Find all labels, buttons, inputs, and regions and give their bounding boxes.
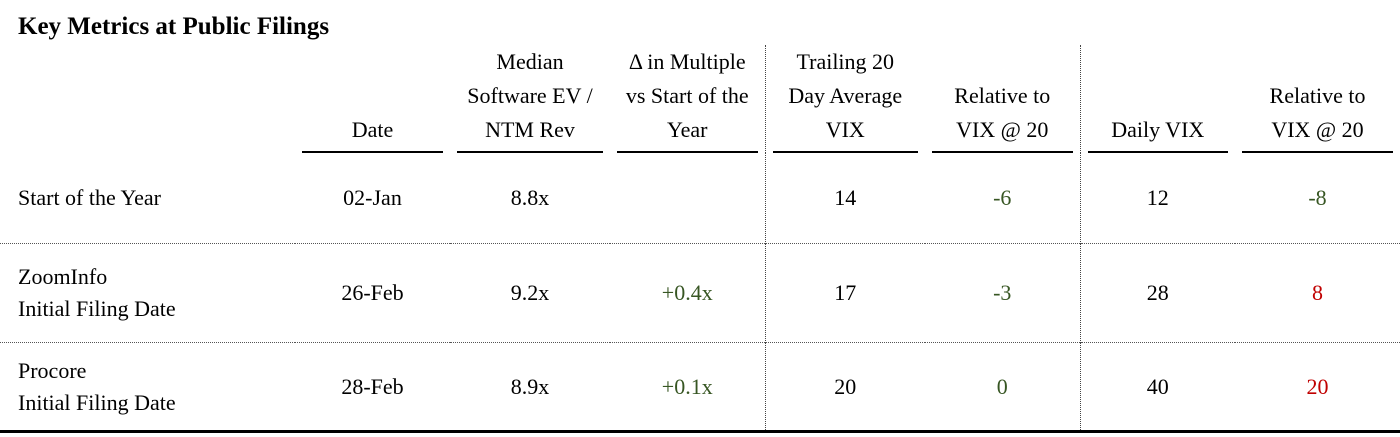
table-row-start-of-year: Start of the Year 02-Jan 8.8x 14 -6 12 -…	[0, 153, 1400, 244]
cell-daily-vix: 28	[1079, 243, 1235, 343]
col-header-blank	[0, 45, 295, 153]
cell-ev-ntm: 9.2x	[510, 280, 550, 305]
row-label: Procore Initial Filing Date	[18, 357, 176, 415]
row-label: Start of the Year	[18, 185, 161, 210]
cell-daily-vix: 12	[1079, 153, 1235, 244]
row-label: ZoomInfo Initial Filing Date	[18, 264, 176, 321]
table-row-procore: Procore Initial Filing Date 28-Feb 8.9x …	[0, 342, 1400, 432]
cell-ev-ntm: 8.8x	[510, 185, 550, 210]
cell-relative-daily: 20	[1306, 373, 1329, 399]
cell-date: 26-Feb	[341, 280, 404, 305]
cell-trailing-vix: 20	[764, 342, 925, 432]
col-header-delta-multiple: Δ in Multiple vs Start of the Year	[610, 45, 765, 153]
table-row-zoominfo: ZoomInfo Initial Filing Date 26-Feb 9.2x…	[0, 243, 1400, 343]
cell-trailing-vix: 17	[764, 243, 925, 343]
col-header-daily-vix: Daily VIX	[1079, 45, 1235, 153]
cell-ev-ntm: 8.9x	[510, 373, 550, 399]
key-metrics-table: Date Median Software EV / NTM Rev Δ in M…	[0, 45, 1400, 433]
cell-relative-daily: -8	[1308, 185, 1327, 210]
cell-daily-vix: 40	[1079, 342, 1235, 432]
cell-date: 02-Jan	[343, 185, 402, 210]
cell-trailing-vix: 14	[764, 153, 925, 244]
cell-relative-trailing: 0	[996, 373, 1008, 399]
col-header-date: Date	[295, 45, 450, 153]
header-row: Date Median Software EV / NTM Rev Δ in M…	[0, 45, 1400, 153]
cell-relative-trailing: -3	[993, 280, 1012, 305]
col-header-relative-daily: Relative to VIX @ 20	[1235, 45, 1400, 153]
cell-relative-trailing: -6	[993, 185, 1012, 210]
cell-relative-daily: 8	[1312, 280, 1323, 305]
cell-date: 28-Feb	[341, 373, 404, 399]
cell-delta-multiple	[610, 153, 765, 244]
cell-delta-multiple: +0.1x	[661, 373, 713, 399]
col-header-ev-ntm: Median Software EV / NTM Rev	[450, 45, 610, 153]
page-title: Key Metrics at Public Filings	[18, 13, 330, 40]
col-header-trailing-vix: Trailing 20 Day Average VIX	[764, 45, 925, 153]
col-header-relative-trailing: Relative to VIX @ 20	[925, 45, 1080, 153]
cell-delta-multiple: +0.4x	[661, 280, 713, 305]
